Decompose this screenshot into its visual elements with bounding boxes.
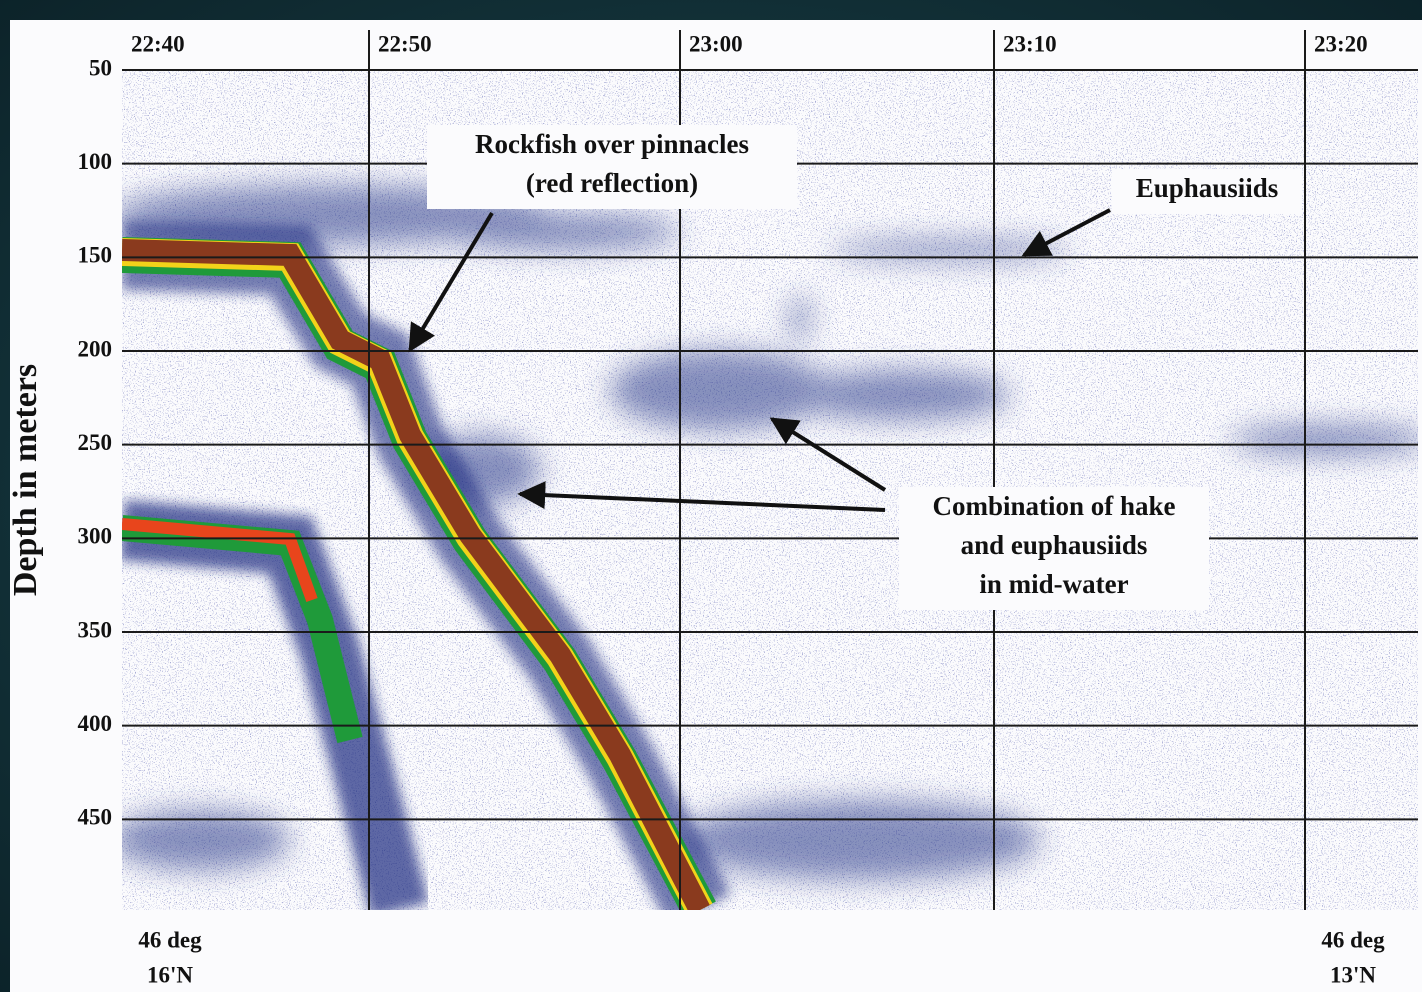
annotation: Combination of hake	[932, 491, 1175, 521]
y-tick-label: 150	[78, 243, 113, 268]
arrow	[408, 211, 494, 353]
arrow	[769, 417, 887, 492]
y-tick-label: 50	[89, 55, 112, 80]
x-tick-label: 22:40	[131, 31, 185, 56]
position-label: 46 deg	[1321, 927, 1385, 952]
x-tick-label: 22:50	[378, 31, 432, 56]
annotation: Euphausiids	[1136, 173, 1279, 203]
arrow	[517, 481, 886, 512]
position-label: 46 deg	[138, 927, 202, 952]
annotation-background	[427, 125, 797, 209]
y-tick-label: 350	[78, 617, 113, 642]
annotation: in mid-water	[979, 569, 1128, 599]
y-tick-label: 250	[78, 430, 113, 455]
y-tick-label: 100	[78, 149, 113, 174]
y-tick-label: 300	[78, 524, 113, 549]
annotation: and euphausiids	[961, 530, 1148, 560]
x-tick-label: 23:20	[1314, 31, 1368, 56]
y-tick-label: 450	[78, 805, 113, 830]
y-tick-label: 400	[78, 711, 113, 736]
annotations: Rockfish over pinnacles (red reflection) E…	[138, 125, 1385, 987]
x-tick-label: 23:10	[1003, 31, 1057, 56]
x-tick-label: 23:00	[689, 31, 743, 56]
annotation: Rockfish over pinnacles	[475, 129, 749, 159]
arrow	[1021, 208, 1111, 257]
y-tick-label: 200	[78, 336, 113, 361]
position-label: 16'N	[147, 962, 193, 987]
position-label: 13'N	[1330, 962, 1376, 987]
seafloor	[122, 239, 710, 910]
annotation: (red reflection)	[526, 168, 698, 198]
annotation-background	[899, 487, 1209, 610]
annotation-background	[1112, 169, 1302, 214]
y-axis-title: Depth in meters	[7, 364, 44, 596]
